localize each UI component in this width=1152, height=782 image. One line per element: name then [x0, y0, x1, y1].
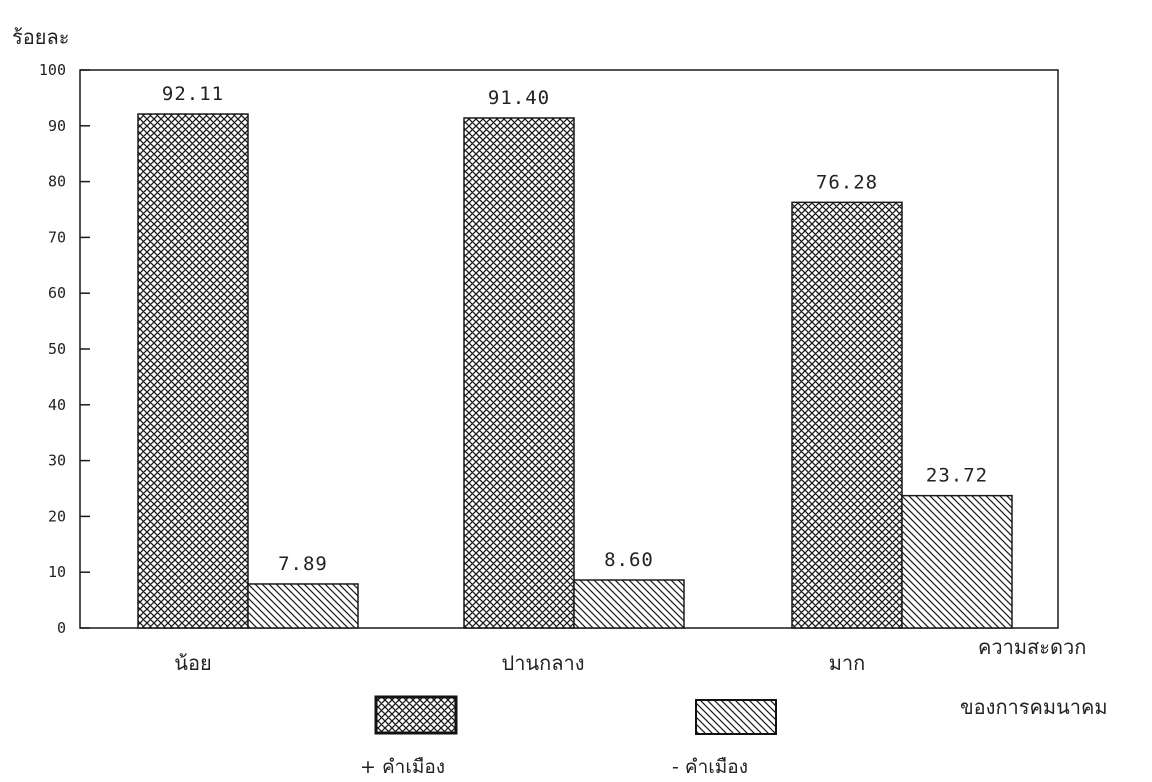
y-tick-label: 70 — [48, 228, 66, 246]
data-label: 92.11 — [162, 83, 224, 105]
legend-swatch-plus — [374, 695, 458, 735]
y-tick-label: 10 — [48, 563, 66, 581]
bar — [573, 579, 685, 629]
category-label: น้อย — [174, 651, 211, 675]
legend: + คำเมือง - คำเมือง — [360, 695, 777, 778]
data-label: 76.28 — [816, 171, 878, 193]
x-axis-label-line2: ของการคมนาคม — [960, 695, 1108, 719]
value-labels: 92.11 7.89 91.40 8.60 76.28 23.72 — [162, 83, 988, 575]
data-label: 91.40 — [488, 87, 550, 109]
y-axis-label: ร้อยละ — [12, 25, 69, 49]
category-labels: น้อย ปานกลาง มาก — [174, 651, 865, 675]
legend-label-minus: - คำเมือง — [672, 756, 748, 778]
bar — [463, 117, 575, 629]
y-tick-label: 40 — [48, 396, 66, 414]
legend-swatch-minus — [695, 699, 777, 735]
category-label: ปานกลาง — [502, 651, 585, 675]
y-tick-label: 100 — [39, 61, 66, 79]
y-tick-label: 90 — [48, 117, 66, 135]
legend-label-plus: + คำเมือง — [360, 756, 445, 778]
data-label: 23.72 — [926, 465, 988, 487]
data-label: 7.89 — [278, 553, 328, 575]
y-tick-label: 50 — [48, 340, 66, 358]
y-tick-label: 30 — [48, 452, 66, 470]
y-axis-ticks: 0 10 20 30 40 50 60 70 80 90 100 — [39, 61, 90, 637]
y-tick-label: 20 — [48, 507, 66, 525]
data-label: 8.60 — [604, 549, 654, 571]
y-tick-label: 0 — [57, 619, 66, 637]
bar — [791, 201, 903, 629]
y-tick-label: 60 — [48, 284, 66, 302]
y-tick-label: 80 — [48, 173, 66, 191]
bar — [247, 583, 359, 629]
bars — [137, 113, 1013, 629]
bar — [901, 494, 1013, 629]
bar — [137, 113, 249, 629]
x-axis-label-line1: ความสะดวก — [978, 635, 1086, 659]
category-label: มาก — [829, 651, 866, 675]
